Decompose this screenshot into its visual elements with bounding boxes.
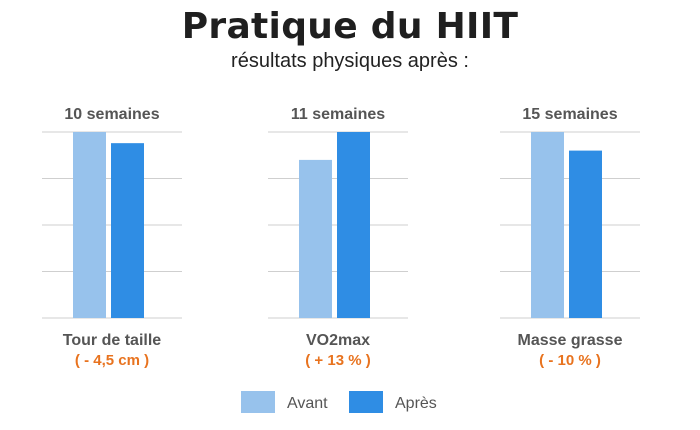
panel-metric-label: VO2max bbox=[306, 332, 370, 349]
panel-duration-label: 15 semaines bbox=[522, 106, 617, 123]
legend-swatch-avant bbox=[241, 391, 275, 413]
panel-duration-label: 11 semaines bbox=[291, 106, 385, 123]
bar-avant bbox=[73, 132, 106, 318]
bar-apres bbox=[569, 150, 602, 318]
bar-avant bbox=[299, 159, 332, 318]
panel-delta-label: ( - 4,5 cm ) bbox=[75, 352, 149, 369]
panel-metric-label: Masse grasse bbox=[518, 332, 623, 349]
legend-label-apres: Après bbox=[395, 395, 437, 412]
chart-subtitle: résultats physiques après : bbox=[231, 50, 469, 72]
bar-avant bbox=[531, 132, 564, 318]
legend-label-avant: Avant bbox=[287, 395, 328, 412]
panel-metric-label: Tour de taille bbox=[63, 332, 161, 349]
panel-delta-label: ( + 13 % ) bbox=[305, 352, 370, 369]
panel-delta-label: ( - 10 % ) bbox=[539, 352, 601, 369]
chart-title: Pratique du HIIT bbox=[181, 6, 519, 47]
legend-swatch-apres bbox=[349, 391, 383, 413]
panel-duration-label: 10 semaines bbox=[64, 106, 159, 123]
bar-apres bbox=[111, 143, 144, 318]
bar-apres bbox=[337, 132, 370, 318]
